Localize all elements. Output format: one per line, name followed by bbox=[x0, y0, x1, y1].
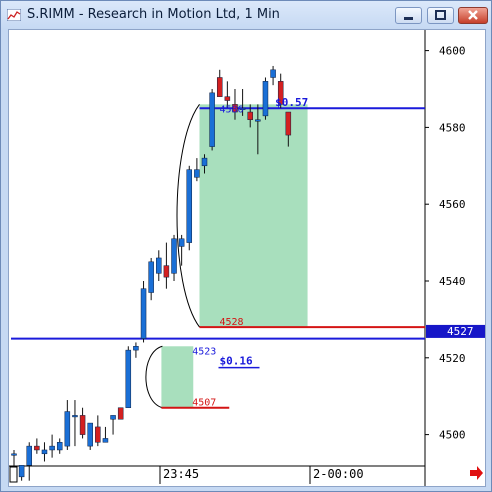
close-button[interactable] bbox=[458, 7, 488, 24]
scroll-right-icon[interactable] bbox=[470, 466, 483, 480]
gain-label: $0.16 bbox=[220, 355, 253, 368]
candle[interactable] bbox=[216, 77, 223, 97]
window-title: S.RIMM - Research in Motion Ltd, 1 Min bbox=[27, 7, 280, 22]
time-label: 2-00:00 bbox=[313, 467, 364, 481]
candle[interactable] bbox=[110, 415, 116, 420]
candle[interactable] bbox=[102, 438, 109, 443]
current-price-label: 4527 bbox=[447, 325, 474, 338]
highlight-zone bbox=[161, 346, 194, 408]
candle[interactable] bbox=[186, 169, 193, 243]
minimize-icon bbox=[404, 17, 413, 20]
candle[interactable] bbox=[79, 415, 86, 435]
candle[interactable] bbox=[255, 119, 261, 122]
candle[interactable] bbox=[49, 445, 55, 451]
chart-app-icon bbox=[7, 9, 21, 21]
maximize-button[interactable] bbox=[427, 7, 454, 24]
candle[interactable] bbox=[178, 238, 185, 247]
price-tick-label: 4500 bbox=[439, 429, 466, 442]
time-label: 23:45 bbox=[163, 467, 199, 481]
gain-label: $0.57 bbox=[275, 96, 308, 109]
price-tick-label: 4600 bbox=[439, 45, 466, 58]
candle[interactable] bbox=[194, 169, 200, 178]
candle[interactable] bbox=[171, 238, 177, 274]
candle[interactable] bbox=[125, 349, 132, 408]
price-tick-label: 4540 bbox=[439, 275, 466, 288]
candle[interactable] bbox=[133, 346, 139, 351]
candle[interactable] bbox=[209, 92, 215, 147]
candle[interactable] bbox=[224, 96, 231, 101]
candle[interactable] bbox=[270, 69, 276, 78]
zone-low-label: 4528 bbox=[220, 317, 244, 328]
candlestick-chart[interactable]: 4523 4507 4586 4528 $0.16 $0.57 4500 4520 4540 45… bbox=[9, 30, 485, 486]
candle[interactable] bbox=[262, 81, 269, 117]
candle[interactable] bbox=[26, 445, 32, 466]
candle[interactable] bbox=[11, 453, 17, 456]
candle[interactable] bbox=[18, 465, 25, 478]
candle[interactable] bbox=[148, 261, 154, 293]
candle[interactable] bbox=[277, 81, 284, 105]
candle[interactable] bbox=[285, 111, 292, 136]
candle[interactable] bbox=[87, 422, 93, 447]
candle[interactable] bbox=[64, 411, 71, 447]
loop-marker bbox=[145, 345, 163, 409]
title-bar[interactable]: S.RIMM - Research in Motion Ltd, 1 Min bbox=[1, 1, 491, 29]
highlight-zone bbox=[199, 104, 308, 328]
candle[interactable] bbox=[232, 104, 238, 113]
zone-high-label: 4586 bbox=[220, 104, 244, 115]
scroll-handle[interactable] bbox=[9, 466, 18, 483]
maximize-icon bbox=[435, 10, 446, 20]
chart-area[interactable]: 4523 4507 4586 4528 $0.16 $0.57 4500 4520 4540 45… bbox=[8, 29, 486, 487]
zone-low-label: 4507 bbox=[192, 398, 216, 409]
candle[interactable] bbox=[34, 445, 40, 451]
zone-high-label: 4523 bbox=[192, 346, 216, 357]
current-price-tag bbox=[426, 324, 485, 338]
candle[interactable] bbox=[56, 442, 63, 451]
candle[interactable] bbox=[117, 407, 124, 420]
candle[interactable] bbox=[247, 111, 253, 120]
minimize-button[interactable] bbox=[395, 7, 422, 24]
loop-marker bbox=[176, 104, 200, 328]
candle[interactable] bbox=[72, 415, 78, 418]
price-tick-label: 4580 bbox=[439, 121, 466, 134]
candle[interactable] bbox=[140, 288, 147, 339]
candle[interactable] bbox=[156, 257, 162, 274]
candle[interactable] bbox=[163, 265, 170, 278]
candle[interactable] bbox=[239, 107, 246, 110]
price-tick-label: 4560 bbox=[439, 198, 466, 211]
candle[interactable] bbox=[95, 426, 101, 443]
close-icon bbox=[468, 10, 478, 20]
candle[interactable] bbox=[201, 157, 208, 167]
candle[interactable] bbox=[41, 449, 48, 455]
price-tick-label: 4520 bbox=[439, 352, 466, 365]
